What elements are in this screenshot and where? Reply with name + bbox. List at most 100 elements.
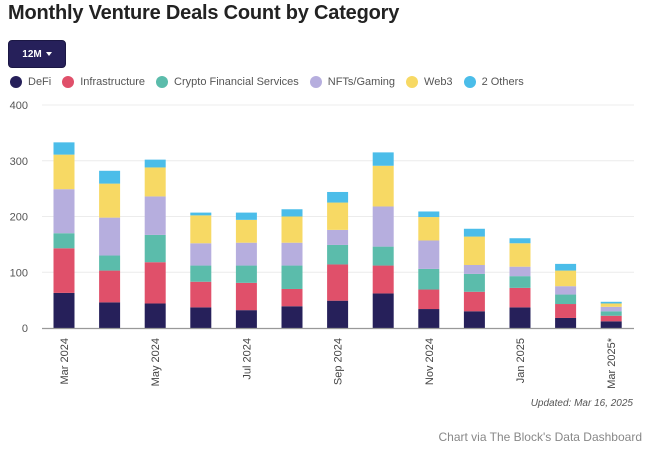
bar-segment-2-others bbox=[555, 263, 577, 271]
legend-label: NFTs/Gaming bbox=[327, 76, 396, 88]
bar-segment-web3 bbox=[281, 216, 303, 243]
bar-segment-defi bbox=[555, 317, 577, 328]
bar-segment-web3 bbox=[372, 165, 394, 207]
updated-timestamp: Updated: Mar 16, 2025 bbox=[530, 398, 633, 409]
bar-segment-crypto-financial-services bbox=[144, 234, 166, 263]
bar-segment-nfts-gaming bbox=[418, 240, 440, 269]
bar-segment-web3 bbox=[555, 270, 577, 287]
legend-item-nfts-gaming[interactable]: NFTs/Gaming bbox=[309, 76, 396, 88]
legend-item-defi[interactable]: DeFi bbox=[10, 76, 51, 88]
chart-title: Monthly Venture Deals Count by Category bbox=[8, 2, 400, 24]
bar-segment-web3 bbox=[53, 154, 75, 190]
bar-segment-2-others bbox=[463, 228, 485, 237]
bar-segment-infrastructure bbox=[235, 282, 257, 311]
bar-segment-infrastructure bbox=[53, 248, 75, 293]
bar-segment-defi bbox=[600, 321, 622, 328]
bar-segment-nfts-gaming bbox=[509, 266, 531, 277]
bar-segment-infrastructure bbox=[463, 291, 485, 312]
bar-segment-2-others bbox=[99, 170, 121, 184]
legend-dot-icon bbox=[463, 76, 476, 88]
bar-segment-web3 bbox=[418, 217, 440, 241]
legend-dot-icon bbox=[156, 76, 169, 88]
bar-segment-crypto-financial-services bbox=[190, 265, 212, 282]
bar-segment-2-others bbox=[600, 301, 622, 304]
legend-item-web3[interactable]: Web3 bbox=[406, 76, 453, 88]
bar-segment-2-others bbox=[327, 191, 349, 203]
time-range-dropdown[interactable]: 12M bbox=[8, 40, 66, 68]
bar-segment-crypto-financial-services bbox=[509, 276, 531, 288]
legend-item-crypto-financial-services[interactable]: Crypto Financial Services bbox=[156, 76, 299, 88]
bar-segment-2-others bbox=[53, 142, 75, 155]
bar-segment-web3 bbox=[600, 303, 622, 307]
y-tick-label: 100 bbox=[10, 267, 28, 279]
x-tick-label: Mar 2024 bbox=[59, 338, 71, 384]
bar-segment-2-others bbox=[235, 212, 257, 220]
x-tick-label: Nov 2024 bbox=[424, 338, 436, 385]
bar-segment-2-others bbox=[418, 211, 440, 218]
bar-segment-nfts-gaming bbox=[600, 306, 622, 312]
bar-segment-2-others bbox=[144, 159, 166, 168]
legend-dot-icon bbox=[309, 76, 322, 88]
bar-segment-nfts-gaming bbox=[281, 242, 303, 266]
x-tick-label: Jul 2024 bbox=[241, 338, 253, 380]
bar-segment-2-others bbox=[372, 152, 394, 166]
bar-segment-nfts-gaming bbox=[53, 189, 75, 234]
y-tick-label: 300 bbox=[10, 156, 28, 168]
x-tick-label: Jan 2025 bbox=[515, 338, 527, 383]
bar-segment-crypto-financial-services bbox=[372, 246, 394, 266]
legend-item-2-others[interactable]: 2 Others bbox=[463, 76, 524, 88]
x-tick-label: Mar 2025* bbox=[606, 337, 618, 388]
legend-label: Infrastructure bbox=[80, 76, 146, 88]
bar-segment-web3 bbox=[190, 215, 212, 244]
bar-segment-nfts-gaming bbox=[235, 242, 257, 266]
bar-segment-infrastructure bbox=[281, 288, 303, 307]
bar-segment-web3 bbox=[509, 243, 531, 267]
y-tick-label: 200 bbox=[10, 212, 28, 224]
bar-segment-defi bbox=[372, 293, 394, 328]
legend-dot-icon bbox=[10, 76, 22, 88]
chart-credit: Chart via The Block's Data Dashboard bbox=[438, 430, 642, 444]
bar-segment-defi bbox=[190, 307, 212, 328]
bar-segment-defi bbox=[144, 303, 166, 328]
bar-segment-crypto-financial-services bbox=[418, 268, 440, 290]
bar-segment-infrastructure bbox=[99, 270, 121, 303]
y-tick-label: 400 bbox=[10, 100, 28, 112]
bar-segment-crypto-financial-services bbox=[53, 233, 75, 249]
bar-segment-crypto-financial-services bbox=[555, 294, 577, 305]
bar-segment-crypto-financial-services bbox=[281, 265, 303, 289]
bar-segment-crypto-financial-services bbox=[99, 255, 121, 271]
legend-item-infrastructure[interactable]: Infrastructure bbox=[62, 76, 145, 88]
legend-label: 2 Others bbox=[481, 76, 524, 88]
bar-segment-nfts-gaming bbox=[99, 217, 121, 256]
legend-label: DeFi bbox=[28, 76, 52, 88]
bar-segment-infrastructure bbox=[144, 262, 166, 304]
caret-down-icon bbox=[45, 52, 52, 56]
bar-segment-nfts-gaming bbox=[555, 286, 577, 295]
bar-segment-crypto-financial-services bbox=[463, 273, 485, 292]
bar-segment-defi bbox=[235, 310, 257, 328]
x-tick-label: Sep 2024 bbox=[333, 338, 345, 385]
bar-segment-infrastructure bbox=[418, 289, 440, 310]
bar-segment-nfts-gaming bbox=[144, 196, 166, 235]
bar-segment-defi bbox=[418, 309, 440, 328]
bar-segment-infrastructure bbox=[190, 281, 212, 308]
time-range-label: 12M bbox=[22, 48, 42, 60]
legend-dot-icon bbox=[406, 76, 419, 88]
bar-segment-web3 bbox=[327, 202, 349, 230]
bar-segment-nfts-gaming bbox=[190, 243, 212, 266]
bar-segment-infrastructure bbox=[327, 264, 349, 301]
bar-segment-2-others bbox=[509, 238, 531, 244]
bar-segment-crypto-financial-services bbox=[235, 265, 257, 283]
bar-segment-nfts-gaming bbox=[327, 229, 349, 245]
bar-segment-infrastructure bbox=[509, 287, 531, 308]
legend-label: Web3 bbox=[424, 76, 453, 88]
bar-segment-web3 bbox=[463, 236, 485, 266]
bar-segment-web3 bbox=[235, 219, 257, 243]
bar-segment-nfts-gaming bbox=[372, 206, 394, 247]
bar-segment-defi bbox=[281, 306, 303, 328]
bar-segment-defi bbox=[99, 302, 121, 328]
legend: DeFi Infrastructure Crypto Financial Servi… bbox=[10, 76, 535, 88]
legend-dot-icon bbox=[62, 76, 75, 88]
bar-segment-crypto-financial-services bbox=[327, 244, 349, 265]
